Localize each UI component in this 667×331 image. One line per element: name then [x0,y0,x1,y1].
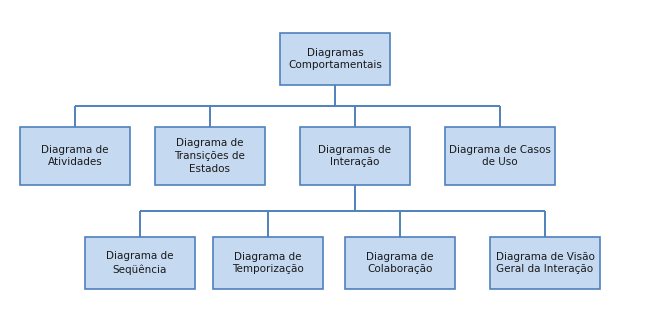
Text: Diagrama de Visão
Geral da Interação: Diagrama de Visão Geral da Interação [496,252,594,274]
Text: Diagrama de
Atividades: Diagrama de Atividades [41,145,109,167]
FancyBboxPatch shape [20,127,130,185]
Text: Diagramas de
Interação: Diagramas de Interação [319,145,392,167]
Text: Diagrama de
Colaboração: Diagrama de Colaboração [366,252,434,274]
FancyBboxPatch shape [345,237,455,289]
FancyBboxPatch shape [300,127,410,185]
Text: Diagrama de
Temporização: Diagrama de Temporização [232,252,304,274]
FancyBboxPatch shape [85,237,195,289]
Text: Diagrama de Casos
de Uso: Diagrama de Casos de Uso [449,145,551,167]
FancyBboxPatch shape [490,237,600,289]
FancyBboxPatch shape [280,33,390,85]
FancyBboxPatch shape [155,127,265,185]
FancyBboxPatch shape [445,127,555,185]
FancyBboxPatch shape [213,237,323,289]
Text: Diagramas
Comportamentais: Diagramas Comportamentais [288,48,382,71]
Text: Diagrama de
Transições de
Estados: Diagrama de Transições de Estados [175,138,245,174]
Text: Diagrama de
Seqüência: Diagrama de Seqüência [106,251,173,275]
